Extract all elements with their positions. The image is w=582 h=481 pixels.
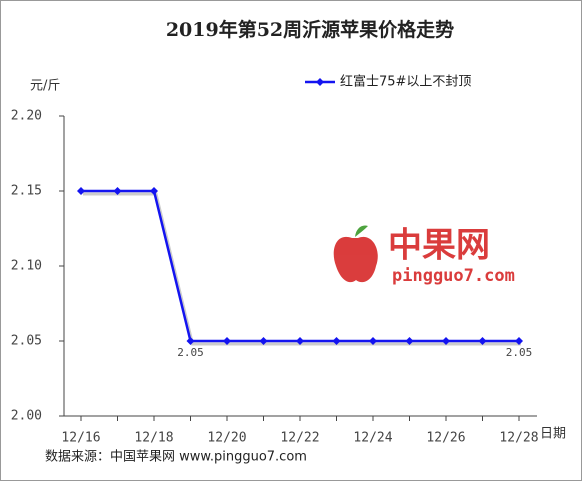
marker (296, 337, 304, 345)
x-tick-label: 12/18 (134, 431, 173, 446)
x-tick-label: 12/16 (61, 431, 100, 446)
marker (515, 337, 523, 345)
y-tick-label: 2.10 (11, 259, 42, 274)
y-tick-label: 2.00 (11, 409, 42, 424)
y-tick-label: 2.20 (11, 109, 42, 124)
marker (332, 337, 341, 345)
watermark-leaf (355, 225, 368, 237)
marker (405, 337, 414, 345)
x-axis-label: 日期 (540, 427, 566, 442)
x-tick-label: 12/26 (426, 431, 465, 446)
data-label: 2.05 (506, 346, 533, 359)
watermark-logo (333, 236, 378, 283)
watermark-brand: 中果网 (388, 226, 490, 266)
legend-marker (316, 78, 324, 86)
marker (223, 337, 231, 345)
marker (113, 187, 122, 195)
watermark-site: pingguo7.com (392, 266, 515, 286)
y-tick-label: 2.05 (11, 334, 42, 349)
marker (442, 337, 450, 345)
data-label: 2.05 (177, 346, 204, 359)
chart-title: 2019年第52周沂源苹果价格走势 (166, 18, 454, 41)
marker (186, 337, 195, 345)
y-axis-label: 元/斤 (30, 79, 60, 94)
marker (369, 337, 377, 345)
x-tick-label: 12/28 (499, 431, 538, 446)
watermark: 中果网 pingguo7.com (333, 225, 515, 286)
source: 数据来源：中国苹果网 www.pingguo7.com (45, 450, 307, 465)
marker (150, 187, 158, 195)
x-tick-label: 12/22 (280, 431, 319, 446)
x-tick-label: 12/20 (207, 431, 246, 446)
marker (77, 187, 85, 195)
marker (259, 337, 268, 345)
x-tick-label: 12/24 (353, 431, 392, 446)
marker (478, 337, 487, 345)
legend-label: 红富士75#以上不封顶 (340, 74, 471, 90)
y-tick-label: 2.15 (11, 184, 42, 199)
